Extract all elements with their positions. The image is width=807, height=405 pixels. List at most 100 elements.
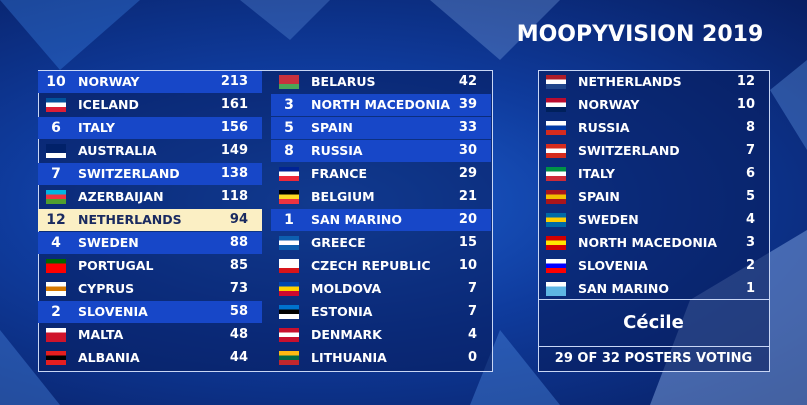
vote-row: ITALY 6 [538,163,769,185]
score-row: MALTA 48 [38,324,262,346]
flag-icon [546,282,566,296]
points-awarded: 6 [51,120,61,136]
vote-row: SPAIN 5 [538,186,769,208]
score-row: 1 SAN MARINO 20 [271,209,491,231]
country-score: 21 [458,189,477,204]
country-score: 118 [220,189,248,204]
country-name: MOLDOVA [311,281,382,296]
country-score: 85 [229,258,248,273]
points-given: 5 [745,189,755,204]
country-name: SWITZERLAND [78,166,180,181]
country-name: CZECH REPUBLIC [311,258,431,273]
country-name: FRANCE [311,166,368,181]
country-name: GREECE [311,235,366,250]
score-row: CYPRUS 73 [38,278,262,300]
country-score: 20 [458,212,477,227]
country-name: SPAIN [578,189,620,204]
score-row: AZERBAIJAN 118 [38,186,262,208]
flag-icon [279,190,299,204]
flag-icon [546,190,566,204]
flag-icon [279,75,299,89]
score-row: PORTUGAL 85 [38,255,262,277]
points-given: 4 [745,212,755,227]
points-given: 12 [736,74,755,89]
country-score: 0 [467,350,477,365]
flag-icon [46,282,66,296]
flag-icon [546,213,566,227]
country-score: 15 [458,235,477,250]
country-score: 7 [467,304,477,319]
country-score: 29 [458,166,477,181]
country-score: 156 [220,120,248,135]
country-score: 42 [458,74,477,89]
score-row: AUSTRALIA 149 [38,140,262,162]
flag-icon [546,121,566,135]
vote-row: NETHERLANDS 12 [538,71,769,93]
flag-icon [279,167,299,181]
voter-name: Cécile [623,312,684,333]
flag-icon [46,328,66,342]
score-row: 7 SWITZERLAND 138 [38,163,262,185]
points-given: 7 [745,143,755,158]
country-name: CYPRUS [78,281,135,296]
flag-icon [46,351,66,365]
flag-icon [546,144,566,158]
vote-row: RUSSIA 8 [538,117,769,139]
points-awarded: 1 [284,212,294,228]
score-row: ALBANIA 44 [38,347,262,369]
country-score: 138 [220,166,248,181]
score-row: 4 SWEDEN 88 [38,232,262,254]
flag-icon [279,305,299,319]
country-name: SWITZERLAND [578,143,680,158]
vote-row: SAN MARINO 1 [538,278,769,300]
flag-icon [546,236,566,250]
country-score: 94 [229,212,248,227]
country-score: 58 [229,304,248,319]
country-score: 88 [229,235,248,250]
country-name: NORWAY [578,97,640,112]
flag-icon [546,167,566,181]
flag-icon [279,282,299,296]
points-awarded: 3 [284,97,294,113]
country-name: NETHERLANDS [78,212,182,227]
country-name: BELGIUM [311,189,375,204]
country-name: BELARUS [311,74,376,89]
country-score: 39 [458,97,477,112]
flag-icon [546,75,566,89]
points-given: 8 [745,120,755,135]
country-name: RUSSIA [578,120,630,135]
score-row: GREECE 15 [271,232,491,254]
country-name: NORTH MACEDONIA [578,235,718,250]
country-name: SAN MARINO [311,212,402,227]
country-name: DENMARK [311,327,382,342]
points-awarded: 5 [284,120,294,136]
country-score: 161 [220,97,248,112]
flag-icon [279,328,299,342]
country-score: 7 [467,281,477,296]
vote-row: NORWAY 10 [538,94,769,116]
vote-row: SWEDEN 4 [538,209,769,231]
country-score: 44 [229,350,248,365]
points-given: 6 [745,166,755,181]
country-score: 73 [229,281,248,296]
points-awarded: 12 [46,212,66,228]
points-given: 3 [745,235,755,250]
country-name: NORTH MACEDONIA [311,97,451,112]
points-given: 1 [745,281,755,296]
country-name: NORWAY [78,74,140,89]
country-name: AZERBAIJAN [78,189,164,204]
points-awarded: 4 [51,235,61,251]
country-score: 30 [458,143,477,158]
country-score: 10 [458,258,477,273]
points-given: 2 [745,258,755,273]
divider [538,299,769,300]
country-score: 48 [229,327,248,342]
country-name: MALTA [78,327,124,342]
score-row: ESTONIA 7 [271,301,491,323]
country-name: RUSSIA [311,143,363,158]
country-name: ITALY [78,120,115,135]
country-name: SWEDEN [78,235,139,250]
vote-row: SLOVENIA 2 [538,255,769,277]
score-row: 2 SLOVENIA 58 [38,301,262,323]
